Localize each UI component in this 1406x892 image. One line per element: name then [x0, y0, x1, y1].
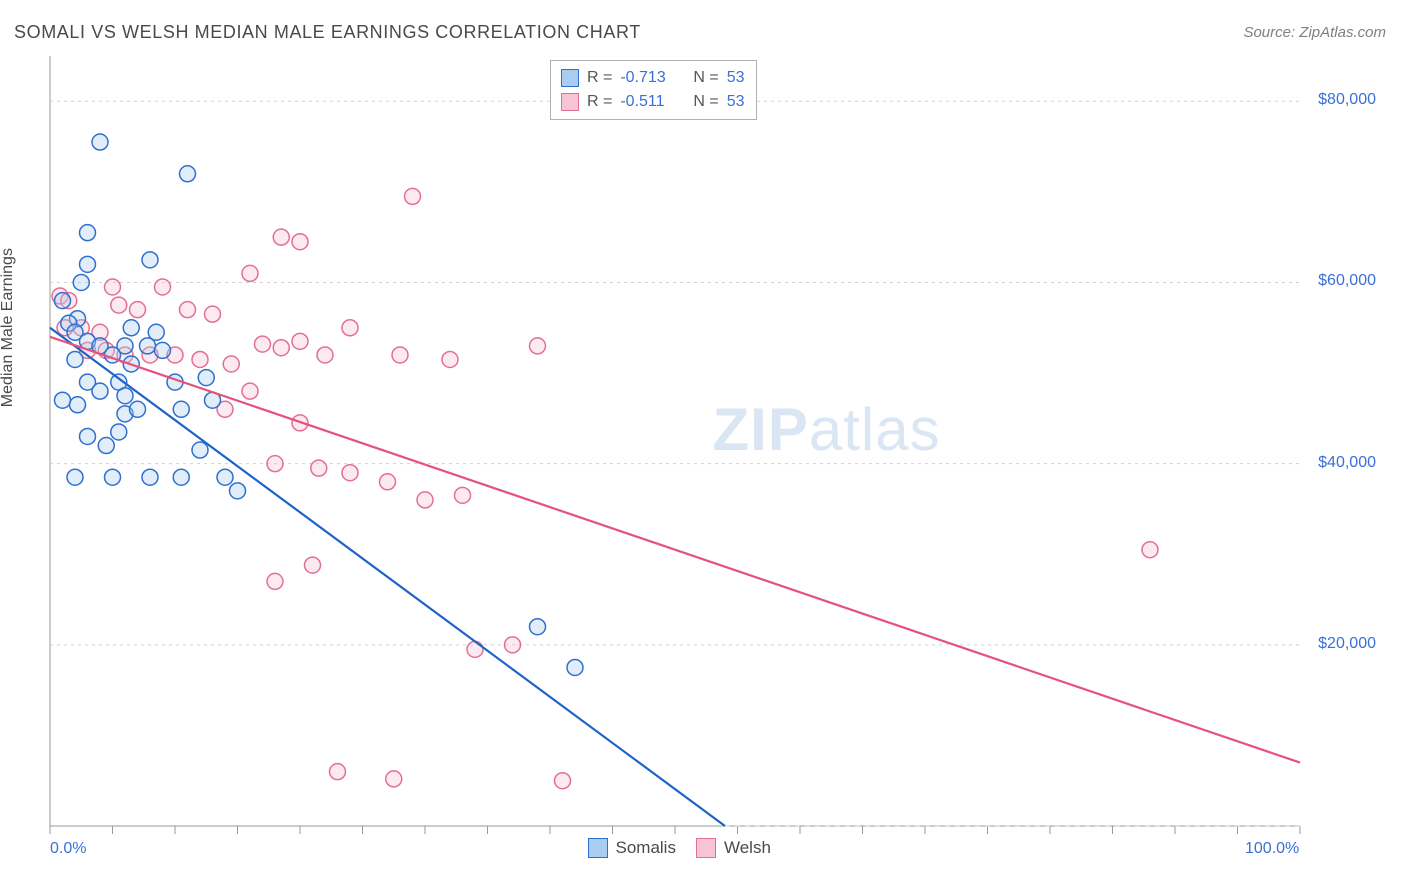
welsh-point [405, 188, 421, 204]
y-tick-label: $60,000 [1306, 272, 1376, 290]
welsh-point [242, 383, 258, 399]
welsh-point [442, 351, 458, 367]
somalis-point [70, 397, 86, 413]
scatter-plot [0, 0, 1406, 892]
welsh-point [273, 340, 289, 356]
welsh-trend-line [50, 337, 1300, 763]
legend-item-welsh: Welsh [696, 838, 771, 858]
welsh-point [205, 306, 221, 322]
somalis-point [142, 252, 158, 268]
somalis-point [567, 659, 583, 675]
somalis-point [217, 469, 233, 485]
somalis-point [155, 342, 171, 358]
somalis-point [80, 428, 96, 444]
welsh-point [392, 347, 408, 363]
somalis-point [198, 370, 214, 386]
somalis-point [111, 424, 127, 440]
y-tick-label: $80,000 [1306, 91, 1376, 109]
welsh-point [555, 773, 571, 789]
welsh-point [380, 474, 396, 490]
x-axis-end-label: 100.0% [1245, 840, 1299, 858]
somalis-point [530, 619, 546, 635]
chart-container: SOMALI VS WELSH MEDIAN MALE EARNINGS COR… [0, 0, 1406, 892]
welsh-point [292, 234, 308, 250]
stat-row-welsh: R = -0.511N =53 [561, 90, 744, 114]
somalis-point [173, 469, 189, 485]
x-axis-start-label: 0.0% [50, 840, 86, 858]
welsh-point [1142, 542, 1158, 558]
welsh-point [467, 641, 483, 657]
welsh-point [342, 465, 358, 481]
somalis-point [67, 469, 83, 485]
somalis-point [173, 401, 189, 417]
welsh-point [267, 573, 283, 589]
welsh-point [111, 297, 127, 313]
series-legend: Somalis Welsh [588, 838, 771, 858]
somalis-point [80, 225, 96, 241]
welsh-point [386, 771, 402, 787]
somalis-point [55, 293, 71, 309]
somalis-point [73, 274, 89, 290]
somalis-point [80, 256, 96, 272]
somalis-point [105, 469, 121, 485]
welsh-point [180, 302, 196, 318]
somalis-point [92, 383, 108, 399]
somalis-swatch-icon [561, 69, 579, 87]
somalis-point [130, 401, 146, 417]
somalis-point [180, 166, 196, 182]
stat-row-somalis: R =-0.713N =53 [561, 66, 744, 90]
somalis-point [98, 438, 114, 454]
welsh-point [455, 487, 471, 503]
somalis-point [230, 483, 246, 499]
somalis-point [67, 351, 83, 367]
y-tick-label: $40,000 [1306, 454, 1376, 472]
legend-label: Somalis [616, 838, 676, 858]
welsh-point [267, 456, 283, 472]
welsh-point [223, 356, 239, 372]
welsh-point [273, 229, 289, 245]
y-tick-label: $20,000 [1306, 635, 1376, 653]
correlation-stats-legend: R =-0.713N =53R = -0.511N =53 [550, 60, 757, 120]
somalis-point [92, 134, 108, 150]
welsh-swatch-icon [696, 838, 716, 858]
welsh-point [242, 265, 258, 281]
welsh-point [505, 637, 521, 653]
welsh-point [530, 338, 546, 354]
welsh-point [342, 320, 358, 336]
legend-item-somalis: Somalis [588, 838, 676, 858]
welsh-point [417, 492, 433, 508]
somalis-trend-line [50, 328, 725, 826]
welsh-point [311, 460, 327, 476]
welsh-point [130, 302, 146, 318]
welsh-point [255, 336, 271, 352]
somalis-point [123, 320, 139, 336]
welsh-point [305, 557, 321, 573]
legend-label: Welsh [724, 838, 771, 858]
welsh-point [155, 279, 171, 295]
somalis-point [117, 388, 133, 404]
welsh-point [292, 333, 308, 349]
welsh-swatch-icon [561, 93, 579, 111]
somalis-point [55, 392, 71, 408]
somalis-swatch-icon [588, 838, 608, 858]
welsh-point [330, 764, 346, 780]
somalis-point [192, 442, 208, 458]
somalis-point [142, 469, 158, 485]
somalis-point [148, 324, 164, 340]
welsh-point [317, 347, 333, 363]
welsh-point [105, 279, 121, 295]
welsh-point [192, 351, 208, 367]
